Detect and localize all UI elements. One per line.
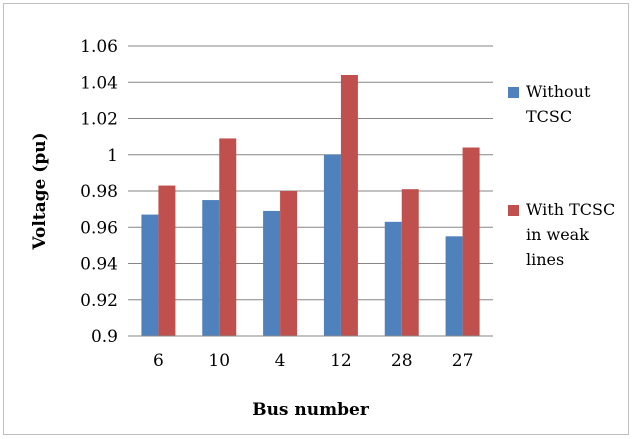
bars bbox=[141, 75, 480, 336]
bar bbox=[280, 191, 298, 336]
bar bbox=[141, 214, 159, 336]
y-tick-label: 0.96 bbox=[80, 218, 118, 238]
x-tick-label: 28 bbox=[391, 351, 413, 371]
y-tick-label: 0.92 bbox=[80, 291, 118, 311]
x-tick-label: 6 bbox=[153, 351, 164, 371]
x-tick-label: 27 bbox=[452, 351, 474, 371]
x-axis-title: Bus number bbox=[252, 400, 370, 420]
x-tick-label: 4 bbox=[275, 351, 286, 371]
y-tick-labels: 0.9 0.92 0.94 0.96 0.98 1 1.02 1.04 1.06 bbox=[80, 37, 118, 347]
y-tick-label: 0.94 bbox=[80, 255, 118, 275]
bar bbox=[263, 210, 281, 336]
bar bbox=[158, 185, 176, 336]
bar bbox=[445, 236, 463, 336]
y-tick-label: 1.02 bbox=[80, 110, 118, 130]
bar bbox=[401, 189, 419, 336]
legend: Without TCSC With TCSC in weak lines bbox=[508, 82, 615, 269]
y-tick-label: 1 bbox=[107, 146, 118, 166]
y-tick-label: 1.04 bbox=[80, 73, 118, 93]
bar bbox=[340, 75, 358, 336]
y-axis-title: Voltage (pu) bbox=[30, 132, 50, 250]
legend-label: Without bbox=[526, 82, 591, 101]
chart-frame bbox=[3, 3, 629, 435]
legend-label: lines bbox=[526, 250, 564, 269]
x-tick-label: 12 bbox=[330, 351, 352, 371]
legend-swatch bbox=[508, 87, 519, 98]
bar bbox=[323, 154, 341, 336]
gridlines bbox=[128, 45, 493, 301]
y-tick-label: 0.98 bbox=[80, 182, 118, 202]
legend-label: With TCSC bbox=[526, 200, 615, 219]
bar bbox=[202, 200, 220, 336]
bar bbox=[384, 221, 402, 336]
legend-swatch bbox=[508, 205, 519, 216]
x-tick-label: 10 bbox=[208, 351, 230, 371]
legend-label: in weak bbox=[526, 225, 589, 244]
bar bbox=[219, 138, 237, 336]
x-tick-labels: 6 10 4 12 28 27 bbox=[153, 351, 473, 371]
legend-label: TCSC bbox=[526, 107, 572, 126]
y-tick-label: 1.06 bbox=[80, 37, 118, 57]
y-tick-label: 0.9 bbox=[91, 327, 118, 347]
bar bbox=[462, 147, 480, 336]
